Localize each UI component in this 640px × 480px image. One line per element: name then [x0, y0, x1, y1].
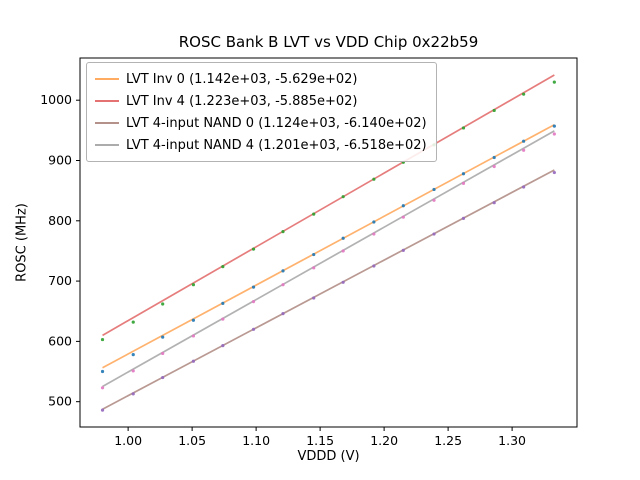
scatter-point [161, 375, 165, 380]
scatter-point [432, 198, 436, 202]
legend-line-swatch [95, 122, 119, 124]
chart-title: ROSC Bank B LVT vs VDD Chip 0x22b59 [178, 33, 479, 51]
legend-entry: LVT Inv 4 (1.223e+03, -5.885e+02) [95, 90, 427, 112]
scatter-point [312, 266, 316, 270]
fit-line [102, 169, 555, 410]
y-tick-label: 600 [48, 333, 72, 348]
scatter-point [552, 132, 556, 136]
scatter-point [191, 359, 196, 363]
scatter-point [522, 148, 526, 152]
legend-label: LVT 4-input NAND 0 (1.124e+03, -6.140e+0… [126, 115, 427, 131]
x-axis-label: VDDD (V) [297, 449, 360, 464]
scatter-point [131, 369, 135, 373]
scatter-point [191, 318, 196, 322]
scatter-point [522, 92, 526, 96]
x-tick-label: 1.05 [178, 433, 206, 448]
legend-line-swatch [95, 144, 119, 146]
y-tick-label: 500 [48, 394, 72, 409]
y-tick-label: 800 [48, 213, 72, 228]
scatter-point [281, 269, 285, 273]
x-tick-label: 1.10 [242, 433, 270, 448]
scatter-point [251, 247, 256, 251]
x-tick-label: 1.25 [434, 433, 462, 448]
legend-entry: LVT Inv 0 (1.142e+03, -5.629e+02) [95, 68, 427, 90]
legend-label: LVT Inv 0 (1.142e+03, -5.629e+02) [126, 71, 358, 87]
scatter-point [492, 108, 496, 113]
scatter-point [372, 264, 376, 268]
scatter-point [312, 252, 316, 257]
scatter-point [281, 312, 285, 316]
scatter-point [461, 172, 466, 176]
scatter-point [191, 334, 196, 338]
scatter-point [161, 302, 165, 306]
fit-line [102, 74, 555, 337]
scatter-point [191, 283, 196, 287]
scatter-point [492, 201, 496, 205]
fit-line [102, 123, 555, 369]
x-tick-label: 1.15 [306, 433, 334, 448]
legend-line-swatch [95, 100, 119, 102]
scatter-point [312, 212, 316, 216]
scatter-point [522, 139, 526, 143]
y-tick-label: 700 [48, 273, 72, 288]
scatter-point [341, 280, 345, 284]
scatter-point [432, 232, 436, 236]
scatter-point [461, 126, 466, 130]
y-axis-label: ROSC (MHz) [14, 203, 30, 282]
legend: LVT Inv 0 (1.142e+03, -5.629e+02) LVT Inv… [86, 62, 437, 162]
scatter-point [552, 170, 556, 175]
legend-label: LVT Inv 4 (1.223e+03, -5.885e+02) [126, 93, 358, 109]
scatter-point [461, 216, 466, 220]
scatter-point [100, 386, 105, 390]
scatter-point [131, 320, 135, 324]
scatter-point [372, 220, 376, 224]
scatter-point [372, 232, 376, 236]
scatter-point [221, 317, 225, 321]
scatter-point [251, 327, 256, 331]
scatter-point [372, 177, 376, 181]
scatter-point [552, 124, 556, 128]
scatter-point [221, 301, 225, 305]
legend-line-swatch [95, 78, 119, 80]
scatter-point [432, 187, 436, 192]
scatter-point [401, 204, 405, 208]
scatter-point [131, 353, 135, 357]
scatter-point [341, 249, 345, 253]
scatter-point [552, 80, 556, 84]
scatter-point [100, 408, 105, 412]
scatter-point [100, 369, 105, 374]
scatter-point [251, 285, 256, 289]
scatter-point [131, 392, 135, 396]
x-tick-label: 1.20 [370, 433, 398, 448]
scatter-point [161, 335, 165, 339]
plot-border [79, 57, 578, 428]
x-tick-label: 1.30 [498, 433, 526, 448]
scatter-point [221, 265, 225, 269]
scatter-point [461, 181, 466, 186]
scatter-point [522, 185, 526, 189]
scatter-point [401, 215, 405, 219]
fit-line [102, 130, 555, 388]
scatter-point [341, 236, 345, 240]
scatter-point [221, 344, 225, 348]
y-tick-label: 1000 [40, 92, 72, 107]
scatter-point [281, 230, 285, 234]
scatter-point [281, 283, 285, 287]
scatter-point [401, 248, 405, 252]
y-tick-label: 900 [48, 153, 72, 168]
scatter-point [312, 296, 316, 300]
legend-entry: LVT 4-input NAND 0 (1.124e+03, -6.140e+0… [95, 112, 427, 134]
legend-entry: LVT 4-input NAND 4 (1.201e+03, -6.518e+0… [95, 134, 427, 156]
x-tick-label: 1.00 [114, 433, 142, 448]
scatter-point [161, 351, 165, 356]
scatter-point [341, 195, 345, 199]
legend-label: LVT 4-input NAND 4 (1.201e+03, -6.518e+0… [126, 137, 427, 153]
scatter-point [100, 337, 105, 342]
scatter-point [492, 155, 496, 160]
scatter-point [492, 164, 496, 169]
scatter-point [251, 299, 256, 304]
